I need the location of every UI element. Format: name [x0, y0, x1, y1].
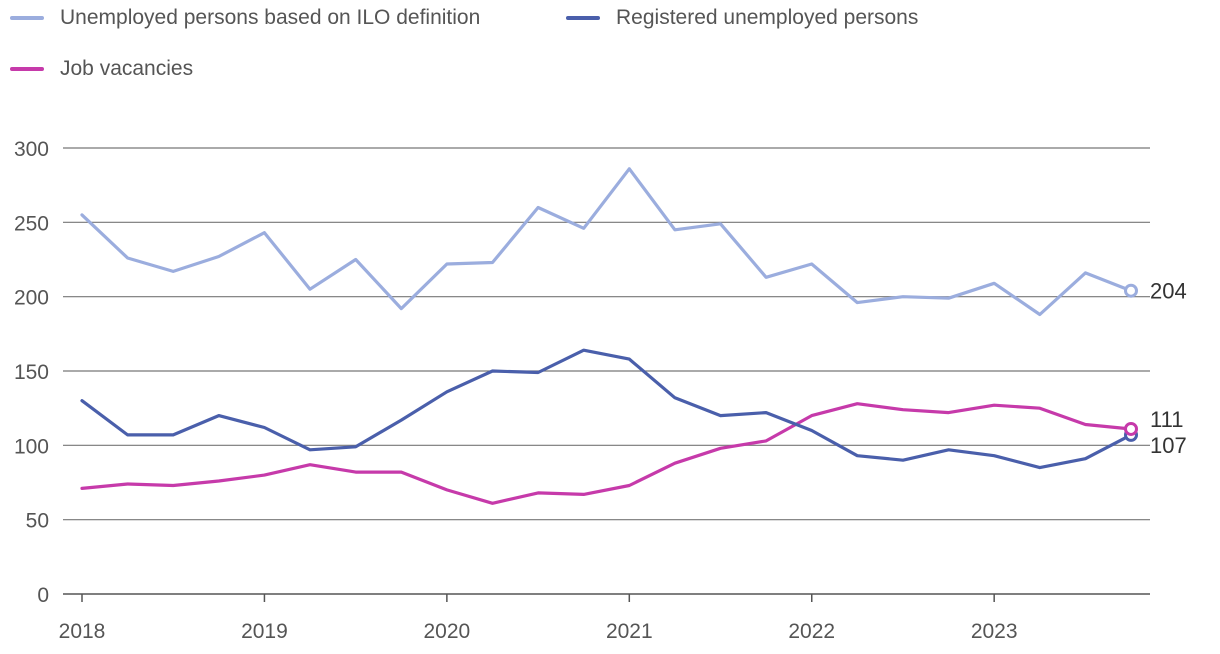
legend-item-vacancies[interactable]: Job vacancies: [10, 57, 193, 81]
x-tick-label-2019: 2019: [241, 620, 288, 643]
legend-label-registered: Registered unemployed persons: [616, 6, 919, 29]
series-line-1: [80, 348, 1133, 470]
y-tick-label-100: 100: [14, 435, 49, 458]
x-tick-label-2023: 2023: [971, 620, 1018, 643]
end-marker-2: [1124, 421, 1138, 436]
legend-label-vacancies: Job vacancies: [60, 57, 194, 80]
x-tick-label-2018: 2018: [59, 620, 106, 643]
legend-item-ilo[interactable]: Unemployed persons based on ILO definiti…: [10, 6, 480, 30]
legend-swatch-vacancies: [10, 67, 44, 71]
y-tick-label-0: 0: [37, 584, 49, 607]
y-tick-label-300: 300: [14, 138, 49, 161]
end-marker-0: [1124, 283, 1138, 298]
series-line-2: [80, 402, 1133, 505]
legend-item-registered[interactable]: Registered unemployed persons: [566, 6, 918, 30]
end-label-0: 204: [1150, 279, 1187, 304]
x-tick-label-2020: 2020: [424, 620, 471, 643]
y-tick-label-50: 50: [26, 510, 49, 533]
end-label-2: 111: [1150, 407, 1183, 432]
legend-label-ilo: Unemployed persons based on ILO definiti…: [60, 6, 481, 29]
legend-swatch-registered: [566, 16, 600, 20]
y-tick-label-250: 250: [14, 212, 49, 235]
x-tick-label-2022: 2022: [788, 620, 835, 643]
end-label-1: 107: [1150, 433, 1187, 458]
x-tick-label-2021: 2021: [606, 620, 653, 643]
y-tick-label-150: 150: [14, 361, 49, 384]
y-tick-label-200: 200: [14, 287, 49, 310]
series-line-0: [80, 167, 1133, 317]
legend-swatch-ilo: [10, 16, 44, 20]
legend: Unemployed persons based on ILO definiti…: [0, 0, 1220, 100]
